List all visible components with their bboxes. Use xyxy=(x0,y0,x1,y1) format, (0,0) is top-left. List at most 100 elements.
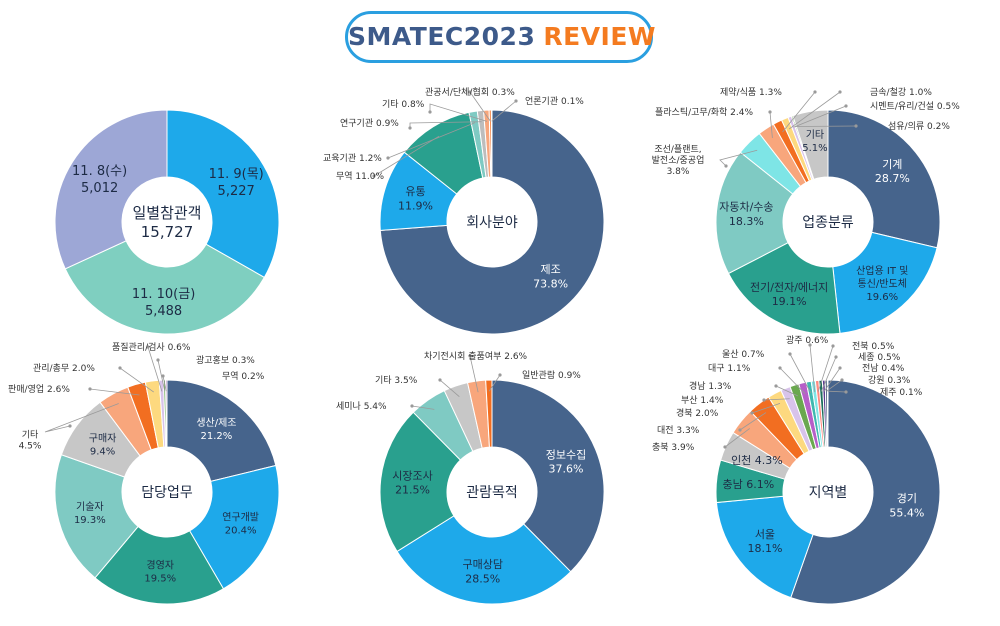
slice-callout: 품질관리/검사 0.6% xyxy=(112,341,191,353)
slice-3 xyxy=(379,411,462,553)
slice-label: 기타 5.1% xyxy=(802,129,827,154)
leader-line xyxy=(89,388,140,396)
slice-label: 구매상담 28.5% xyxy=(462,558,502,585)
page-title-main: SMATEC2023 xyxy=(348,22,536,51)
slice-label: 정보수집 37.6% xyxy=(546,448,586,475)
slice-callout: 제약/식품 1.3% xyxy=(720,86,782,98)
leader-line xyxy=(724,428,750,448)
slice-17 xyxy=(826,379,829,448)
slice-label: 유통 11.9% xyxy=(398,185,433,212)
leader-dot xyxy=(788,352,792,356)
leader-line xyxy=(44,403,119,433)
slice-callout: 전남 0.4% xyxy=(862,363,905,374)
leader-dot xyxy=(778,366,782,370)
leader-line xyxy=(809,344,816,393)
slice-label: 11. 9(목) 5,227 xyxy=(209,167,264,199)
leader-dot xyxy=(118,366,122,370)
slice-label: 기계 28.7% xyxy=(875,158,910,185)
slice-2 xyxy=(715,495,814,599)
slice-callout: 울산 0.7% xyxy=(722,349,765,360)
slice-label: 11. 10(금) 5,488 xyxy=(132,287,195,319)
slice-3 xyxy=(94,525,225,605)
slice-2 xyxy=(832,231,938,334)
slice-callout: 기타 4.5% xyxy=(19,430,42,452)
slice-callout: 강원 0.3% xyxy=(868,375,911,386)
slice-2 xyxy=(396,515,572,605)
slice-3 xyxy=(54,109,168,270)
leader-line xyxy=(488,374,501,392)
slice-callout: 판매/영업 2.6% xyxy=(8,384,70,395)
slice-2 xyxy=(64,240,266,335)
leader-dot xyxy=(844,390,848,394)
leader-dot xyxy=(724,164,728,168)
leader-line xyxy=(439,379,460,397)
donut-chart-4: 담당업무 생산/제조 21.2% 연구개발 20.4% 경영자 19.5% 기술자 19.3% 구… xyxy=(8,341,280,605)
leader-dot xyxy=(762,398,766,402)
page-title-accent: REVIEW xyxy=(543,22,656,51)
slice-callout: 세종 0.5% xyxy=(858,352,901,363)
leader-line xyxy=(826,379,843,392)
leader-dot xyxy=(408,126,412,130)
leader-line xyxy=(491,100,517,122)
slice-3 xyxy=(727,242,841,335)
leader-line xyxy=(820,356,837,392)
leader-line xyxy=(823,367,841,392)
leader-line xyxy=(119,367,154,393)
leader-dot xyxy=(738,428,742,432)
leader-line xyxy=(751,402,781,414)
leader-line xyxy=(429,103,488,122)
leader-line xyxy=(373,135,440,177)
slice-label: 기술자 19.3% xyxy=(74,501,106,526)
slice-label: 전기/전자/에너지 19.1% xyxy=(750,281,828,308)
slice-callout: 차기전시회 출품여부 2.6% xyxy=(424,350,528,362)
center-label: 담당업무 xyxy=(141,485,193,501)
leader-line xyxy=(157,359,166,392)
leader-dot xyxy=(410,404,414,408)
slice-callout: 연구기관 0.9% xyxy=(340,118,399,129)
slice-callout: 관리/총무 2.0% xyxy=(33,363,95,374)
slice-callout: 플라스틱/고무/화학 2.4% xyxy=(655,106,753,118)
slice-callout: 충북 3.9% xyxy=(652,442,695,453)
slice-callout: 광주 0.6% xyxy=(786,334,829,346)
slice-callout: 시멘트/유리/건설 0.5% xyxy=(870,101,960,112)
leader-line xyxy=(719,149,758,167)
slice-label: 생산/제조 21.2% xyxy=(196,417,236,442)
slice-7 xyxy=(485,379,493,448)
leader-line xyxy=(793,105,847,128)
slice-callout: 전북 0.5% xyxy=(852,341,895,352)
leader-line xyxy=(779,367,806,395)
slice-label: 구매자 9.4% xyxy=(89,433,117,458)
leader-dot xyxy=(88,387,92,391)
leader-dot xyxy=(468,90,472,94)
slice-callout: 대전 3.3% xyxy=(657,425,700,436)
slice-label: 산업용 IT 및 통신/반도체 19.6% xyxy=(856,264,908,303)
leader-line xyxy=(769,111,773,138)
leader-line xyxy=(782,91,816,133)
leader-line xyxy=(469,91,491,122)
leader-dot xyxy=(438,378,442,382)
leader-line xyxy=(411,405,435,410)
leader-line xyxy=(162,375,167,392)
leader-line xyxy=(827,390,847,393)
leader-line xyxy=(147,346,163,392)
leader-dot xyxy=(838,90,842,94)
slice-callout: 대구 1.1% xyxy=(708,363,751,374)
leader-dot xyxy=(428,110,432,114)
slice-callout: 경북 2.0% xyxy=(676,407,719,419)
slice-callout: 기타 0.8% xyxy=(382,99,425,110)
leader-dot xyxy=(146,345,150,349)
center-label: 관람목적 xyxy=(466,485,518,501)
center-label: 회사분야 xyxy=(466,215,518,231)
leader-dot xyxy=(514,99,518,103)
slice-callout: 조선/플랜트, 발전소/중공업 3.8% xyxy=(652,144,705,177)
center-label: 업종분류 xyxy=(802,215,854,231)
leader-line xyxy=(469,355,479,393)
slice-callout: 섬유/의류 0.2% xyxy=(888,121,950,132)
slice-label: 제조 73.8% xyxy=(533,263,568,290)
slice-callout: 광고홍보 0.3% xyxy=(196,354,255,366)
slice-11 xyxy=(165,379,168,448)
slice-label: 시장조사 21.5% xyxy=(392,469,432,496)
leader-line xyxy=(817,345,834,392)
